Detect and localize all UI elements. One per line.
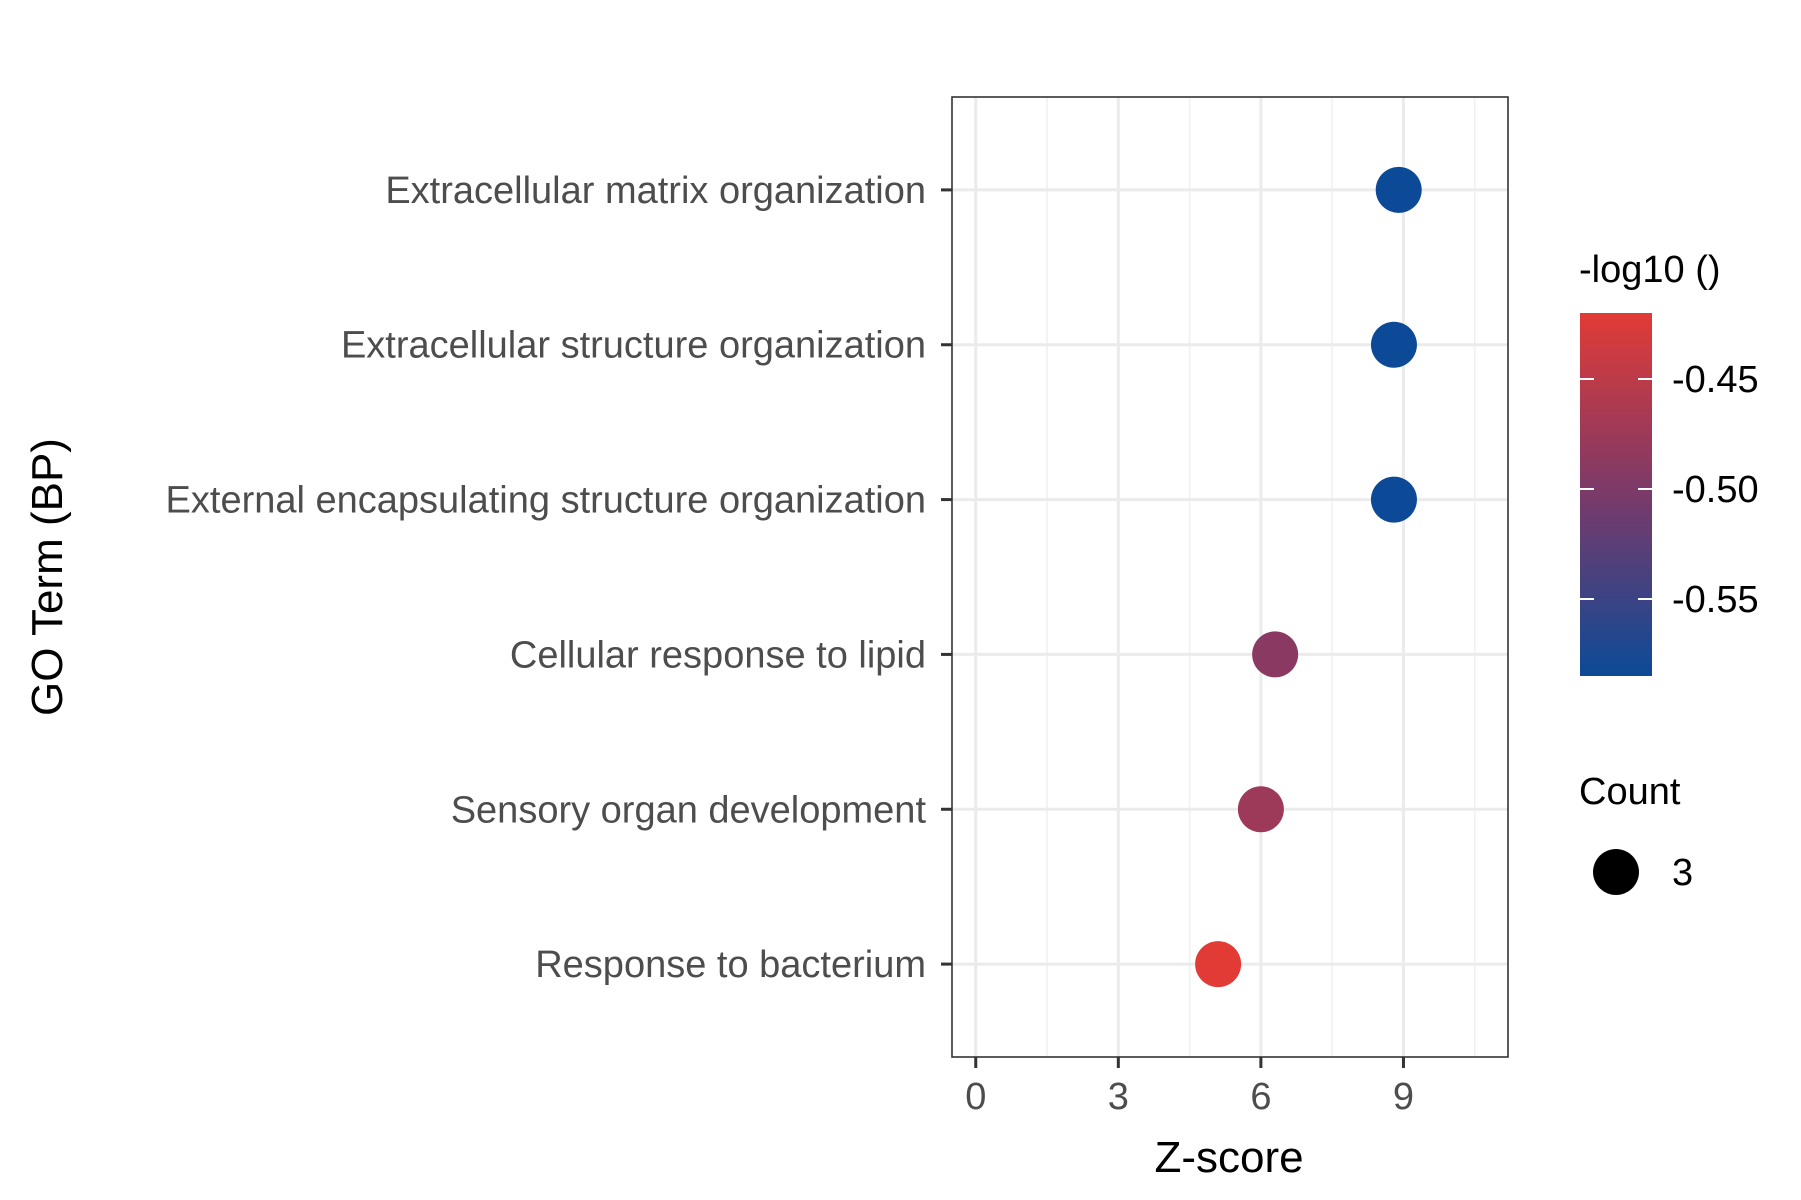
y-tick-label: Sensory organ development	[451, 789, 927, 831]
color-bar	[1580, 313, 1652, 676]
y-tick-label: External encapsulating structure organiz…	[166, 480, 926, 522]
plot-panel	[952, 97, 1508, 1057]
data-point	[1370, 321, 1417, 368]
plot-border	[951, 96, 1509, 1058]
data-point	[1375, 166, 1422, 213]
color-legend: -log10 () -0.45 -0.50 -0.55	[1579, 249, 1759, 676]
size-legend-title: Count	[1579, 771, 1681, 813]
x-tick-label: 3	[1108, 1076, 1129, 1118]
x-axis: 0 3 6 9	[965, 1057, 1414, 1118]
color-legend-title: -log10 ()	[1579, 249, 1721, 291]
size-legend: Count 3	[1579, 771, 1693, 895]
size-legend-key	[1593, 849, 1639, 895]
y-tick-label: Extracellular matrix organization	[385, 170, 926, 212]
y-tick-label: Cellular response to lipid	[510, 634, 926, 676]
color-bar-tick-label: -0.50	[1672, 469, 1759, 511]
size-legend-label: 3	[1672, 852, 1693, 894]
grid-minor	[1046, 97, 1476, 1057]
y-axis: Extracellular matrix organization Extrace…	[166, 170, 952, 986]
color-bar-tick-label: -0.45	[1672, 359, 1759, 401]
data-point	[1237, 786, 1284, 833]
x-axis-title: Z-score	[1154, 1133, 1303, 1182]
color-bar-ticks: -0.45 -0.50 -0.55	[1580, 359, 1759, 621]
y-axis-title: GO Term (BP)	[23, 438, 72, 716]
x-tick-label: 9	[1393, 1076, 1414, 1118]
y-tick-label: Response to bacterium	[535, 944, 926, 986]
x-tick-label: 6	[1250, 1076, 1271, 1118]
data-point	[1370, 476, 1417, 523]
color-bar-tick-label: -0.55	[1672, 579, 1759, 621]
y-tick-label: Extracellular structure organization	[341, 325, 926, 367]
data-points	[1195, 166, 1422, 988]
x-tick-label: 0	[965, 1076, 986, 1118]
data-point	[1252, 631, 1299, 678]
data-point	[1195, 941, 1242, 988]
